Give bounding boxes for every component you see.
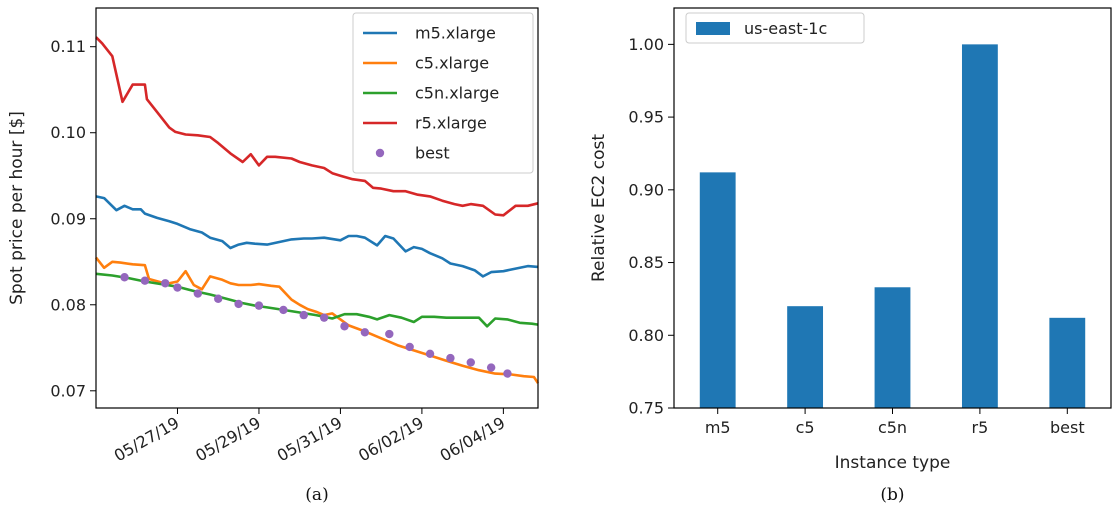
x-tick-label: c5	[796, 418, 815, 437]
point-best	[193, 289, 203, 298]
legend: us-east-1c	[685, 12, 865, 44]
bar-m5	[699, 172, 736, 408]
legend-label-us-east-1c: us-east-1c	[744, 19, 827, 38]
point-best	[319, 313, 329, 322]
y-tick-label: 0.90	[628, 180, 664, 199]
series-line-r5-xlarge	[95, 36, 539, 217]
x-axis-ticks: 05/27/19 05/29/19 05/31/19 06/02/19 06/04/19	[111, 408, 509, 465]
point-best	[385, 329, 394, 339]
point-best	[140, 276, 150, 285]
x-tick-label: 05/29/19	[192, 413, 264, 465]
x-tick-label: m5	[705, 418, 731, 437]
legend-swatch-us-east-1c	[696, 22, 730, 35]
y-axis-label: Spot price per hour [$]	[7, 111, 27, 305]
x-tick-label: c5n	[878, 418, 907, 437]
point-best	[234, 299, 243, 309]
point-best	[405, 342, 414, 352]
y-tick-label: 0.95	[628, 108, 664, 127]
series-line-m5-xlarge	[95, 195, 539, 278]
caption-a: (a)	[305, 485, 328, 505]
legend-label-c5n-xlarge: c5n.xlarge	[415, 84, 499, 103]
bar-c5	[787, 306, 824, 408]
y-axis-ticks: 0.07 0.08 0.09 0.10 0.11	[50, 37, 96, 400]
point-best	[161, 279, 170, 288]
point-best	[173, 283, 182, 292]
point-best	[120, 273, 129, 282]
y-tick-label: 0.75	[628, 399, 664, 418]
y-tick-label: 0.80	[628, 326, 664, 345]
series-line-c5-xlarge	[94, 256, 540, 384]
point-best	[299, 310, 308, 320]
y-tick-label: 0.10	[50, 123, 86, 142]
legend-label-m5-xlarge: m5.xlarge	[415, 24, 496, 43]
caption-b: (b)	[880, 485, 904, 505]
point-best	[466, 358, 475, 367]
y-axis-label: Relative EC2 cost	[589, 134, 609, 282]
series-line-c5n-xlarge	[95, 272, 539, 328]
x-tick-label: 05/27/19	[111, 413, 183, 465]
legend-box	[352, 12, 534, 174]
y-tick-label: 0.08	[50, 295, 86, 314]
bar-r5	[961, 44, 998, 408]
x-tick-label: r5	[972, 418, 989, 437]
point-best	[254, 301, 264, 310]
line-chart-spot-prices: 0.07 0.08 0.09 0.10 0.11 05/27/19 05/29/19 05/…	[7, 7, 540, 505]
bar-best	[1049, 317, 1086, 408]
x-axis-label: Instance type	[835, 453, 951, 473]
bar-c5n	[874, 287, 911, 408]
plot-area	[699, 44, 1086, 408]
x-tick-label: best	[1050, 418, 1085, 437]
y-tick-label: 0.11	[50, 37, 86, 56]
x-axis-ticks: m5 c5 c5n r5 best	[705, 408, 1085, 437]
point-best	[360, 328, 370, 337]
legend: m5.xlarge c5.xlarge c5n.xlarge r5.xlarge bes…	[352, 12, 534, 174]
legend-label-c5-xlarge: c5.xlarge	[415, 54, 489, 73]
point-best	[446, 353, 455, 363]
plot-frame	[95, 7, 539, 409]
y-tick-label: 1.00	[628, 35, 664, 54]
x-tick-label: 06/02/19	[355, 413, 427, 465]
bar-chart-relative-cost: 0.75 0.80 0.85 0.90 0.95 1.00 m5 c5 c5n r5 best R…	[589, 7, 1112, 505]
point-best	[214, 294, 223, 303]
point-best	[503, 369, 512, 378]
point-best	[486, 363, 496, 372]
y-axis-ticks: 0.75 0.80 0.85 0.90 0.95 1.00	[628, 35, 674, 418]
legend-box	[685, 12, 865, 44]
x-tick-label: 06/04/19	[437, 413, 509, 465]
plot-area	[94, 36, 540, 384]
point-best	[279, 305, 288, 315]
legend-swatch-best	[375, 148, 385, 158]
point-best	[425, 349, 435, 359]
y-tick-label: 0.07	[50, 381, 86, 400]
legend-label-r5-xlarge: r5.xlarge	[415, 114, 487, 133]
point-best	[340, 322, 349, 331]
y-tick-label: 0.09	[50, 209, 86, 228]
y-tick-label: 0.85	[628, 253, 664, 272]
x-tick-label: 05/31/19	[274, 413, 346, 465]
legend-label-best: best	[415, 144, 450, 163]
